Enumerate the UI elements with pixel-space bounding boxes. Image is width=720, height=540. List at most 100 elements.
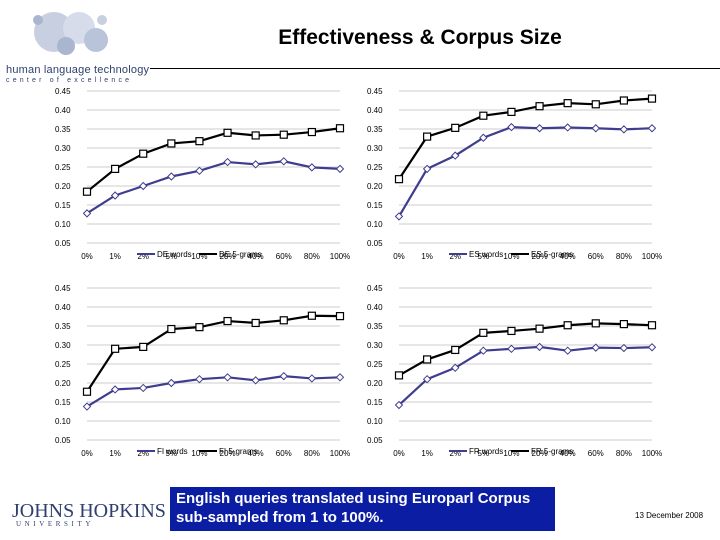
x-tick-label: 5% — [478, 252, 490, 261]
data-point — [394, 400, 404, 410]
data-point — [279, 157, 288, 166]
data-point — [335, 164, 345, 174]
y-tick-label: 0.45 — [367, 87, 383, 96]
hlt-logo-subtext: center of excellence — [6, 77, 133, 84]
data-point — [223, 316, 232, 326]
y-tick-label: 0.10 — [55, 220, 71, 229]
y-tick-label: 0.35 — [367, 125, 383, 134]
y-tick-label: 0.35 — [55, 125, 71, 134]
data-point — [223, 157, 232, 167]
data-point — [563, 99, 572, 108]
y-tick-label: 0.30 — [367, 144, 383, 153]
data-point — [82, 402, 92, 411]
data-point — [451, 151, 460, 160]
data-point — [394, 371, 404, 380]
data-point — [479, 328, 488, 337]
y-tick-label: 0.05 — [367, 436, 383, 445]
y-tick-label: 0.40 — [367, 106, 383, 115]
x-tick-label: 5% — [166, 252, 178, 261]
data-point — [279, 316, 288, 325]
data-point — [307, 127, 316, 137]
x-tick-label: 20% — [532, 449, 548, 458]
legend-label: FI words — [157, 447, 188, 456]
hlt-globe-logo — [33, 12, 108, 55]
x-tick-label: 0% — [393, 449, 405, 458]
x-tick-label: 10% — [503, 449, 519, 458]
x-tick-label: 10% — [503, 252, 519, 261]
data-point — [139, 149, 148, 158]
data-point — [167, 139, 176, 148]
data-point — [535, 124, 544, 133]
x-tick-label: 60% — [276, 252, 292, 261]
x-tick-label: 1% — [109, 449, 121, 458]
series-line — [86, 160, 341, 215]
data-point — [647, 343, 657, 352]
x-tick-label: 40% — [248, 449, 264, 458]
y-tick-label: 0.20 — [367, 379, 383, 388]
data-point — [195, 166, 204, 176]
x-tick-label: 1% — [421, 449, 433, 458]
data-point — [423, 132, 432, 141]
y-tick-label: 0.35 — [55, 322, 71, 331]
data-point — [507, 107, 516, 116]
y-tick-label: 0.05 — [55, 239, 71, 248]
y-tick-label: 0.10 — [367, 417, 383, 426]
legend-label: ES 5-grams — [531, 250, 573, 259]
y-tick-label: 0.25 — [55, 360, 71, 369]
series-line — [86, 314, 341, 393]
data-point — [507, 344, 516, 354]
x-tick-label: 5% — [166, 449, 178, 458]
data-point — [591, 124, 600, 133]
hlt-logo-text: human language technology — [6, 64, 150, 76]
data-point — [195, 137, 204, 146]
legend-label: FI 5-grams — [219, 447, 258, 456]
data-point — [563, 321, 572, 330]
data-point — [111, 164, 120, 174]
data-point — [307, 374, 317, 383]
jhu-logo-subtext: UNIVERSITY — [16, 520, 94, 528]
caption-line-2: sub-sampled from 1 to 100%. — [176, 509, 384, 526]
x-tick-label: 2% — [449, 449, 461, 458]
x-tick-label: 20% — [220, 252, 236, 261]
x-tick-label: 60% — [588, 252, 604, 261]
data-point — [619, 319, 628, 329]
series-line — [398, 322, 653, 377]
y-tick-label: 0.40 — [55, 106, 71, 115]
y-tick-label: 0.30 — [367, 341, 383, 350]
legend-label: ES words — [469, 250, 503, 259]
data-point — [619, 96, 628, 105]
data-point — [110, 385, 120, 394]
data-point — [335, 312, 345, 321]
chart-fi: 0.05 0.10 0.15 0.20 0.25 0.30 0.35 0.40 0.45 0% 1%… — [55, 284, 350, 458]
caption-text: English queries translated using Europar… — [176, 489, 551, 527]
data-point — [82, 387, 92, 396]
y-tick-label: 0.15 — [55, 398, 71, 407]
data-point — [591, 319, 600, 328]
x-tick-label: 40% — [560, 449, 576, 458]
x-tick-label: 20% — [532, 252, 548, 261]
y-tick-label: 0.15 — [367, 201, 383, 210]
y-tick-label: 0.20 — [55, 182, 71, 191]
x-tick-label: 0% — [81, 252, 93, 261]
y-tick-label: 0.25 — [367, 360, 383, 369]
series-line — [398, 97, 653, 180]
data-point — [139, 383, 148, 393]
y-tick-label: 0.20 — [367, 182, 383, 191]
data-point — [251, 131, 260, 140]
slide-title: Effectiveness & Corpus Size — [278, 26, 562, 49]
y-tick-label: 0.25 — [367, 163, 383, 172]
data-point — [422, 374, 432, 384]
jhu-logo-text: JOHNS HOPKINS — [12, 500, 166, 522]
x-tick-label: 100% — [642, 449, 662, 458]
header-rule — [150, 68, 720, 69]
data-point — [422, 164, 432, 174]
x-tick-label: 1% — [421, 252, 433, 261]
data-point — [139, 342, 148, 352]
legend-label: FR words — [469, 447, 503, 456]
x-tick-label: 80% — [616, 252, 632, 261]
data-point — [251, 318, 260, 328]
x-tick-label: 80% — [616, 449, 632, 458]
y-tick-label: 0.35 — [367, 322, 383, 331]
y-tick-label: 0.05 — [55, 436, 71, 445]
chart-es: 0.05 0.10 0.15 0.20 0.25 0.30 0.35 0.40 0.45 0% 1%… — [367, 87, 662, 261]
